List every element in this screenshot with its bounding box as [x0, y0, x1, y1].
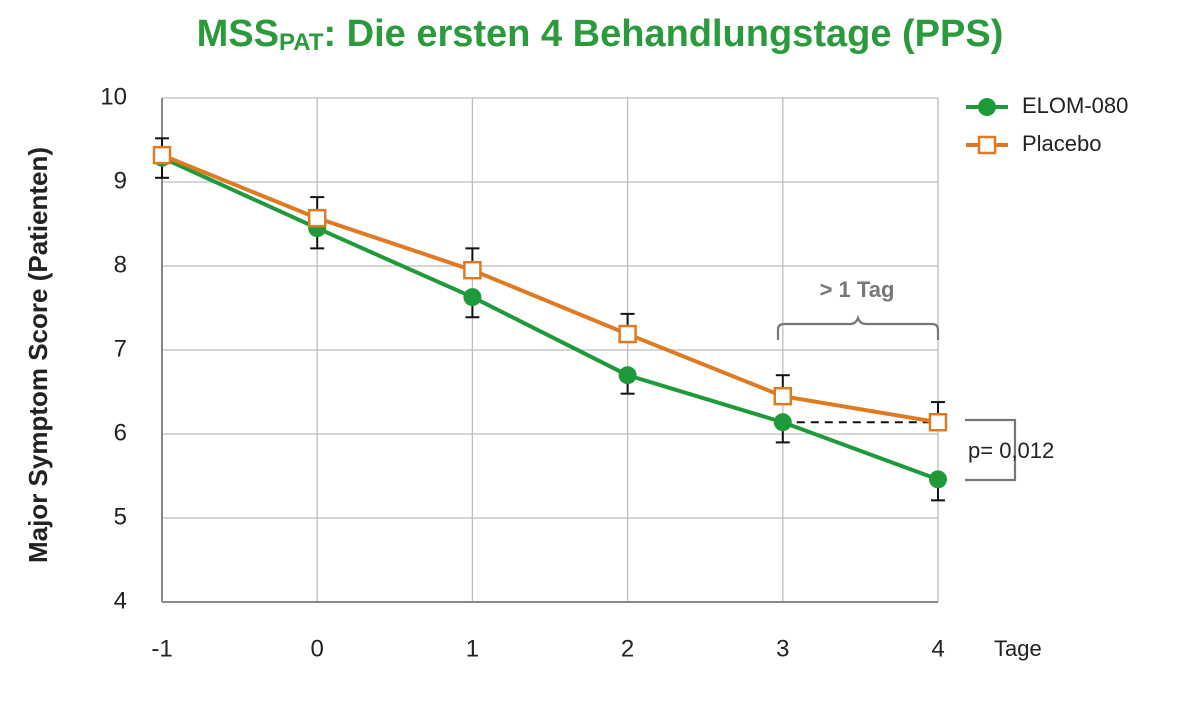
data-point — [618, 366, 637, 385]
data-point — [463, 260, 482, 280]
series-line — [161, 155, 939, 482]
title-rest: : Die ersten 4 Behandlungstage (PPS) — [323, 13, 1003, 55]
data-point — [307, 208, 327, 228]
data-point — [618, 324, 637, 344]
bracket-label: > 1 Tag — [820, 277, 895, 302]
y-tick-label: 10 — [100, 83, 127, 110]
legend-marker — [977, 135, 997, 155]
y-tick-label: 9 — [114, 167, 127, 194]
data-point — [929, 470, 947, 489]
x-tick-label: 4 — [931, 635, 944, 662]
title-subscript: PAT — [279, 29, 324, 56]
series-line — [161, 153, 939, 425]
legend-label: Placebo — [1022, 131, 1102, 156]
legend-label: ELOM-080 — [1022, 93, 1128, 118]
data-point — [152, 145, 172, 165]
data-point — [773, 386, 793, 406]
x-tick-label: 1 — [466, 635, 479, 662]
y-tick-label: 5 — [114, 503, 127, 530]
data-point — [928, 412, 948, 432]
data-point — [773, 413, 792, 432]
y-tick-label: 4 — [114, 587, 127, 614]
x-axis-title: Tage — [994, 636, 1042, 661]
y-axis-title: Major Symptom Score (Patienten) — [23, 147, 53, 563]
y-tick-label: 7 — [114, 335, 127, 362]
day-bracket — [776, 314, 940, 340]
title-main: MSS — [197, 13, 279, 55]
chart-title: MSSPAT: Die ersten 4 Behandlungstage (PP… — [197, 13, 1004, 56]
legend-marker — [978, 98, 996, 116]
p-value-label: p= 0,012 — [968, 438, 1054, 463]
data-point — [463, 288, 482, 307]
x-tick-label: 0 — [311, 635, 324, 662]
y-tick-label: 6 — [114, 419, 127, 446]
x-tick-label: 3 — [776, 635, 789, 662]
y-tick-label: 8 — [114, 251, 127, 278]
x-tick-label: -1 — [151, 635, 172, 662]
p-bracket — [965, 418, 1017, 482]
x-tick-label: 2 — [621, 635, 634, 662]
